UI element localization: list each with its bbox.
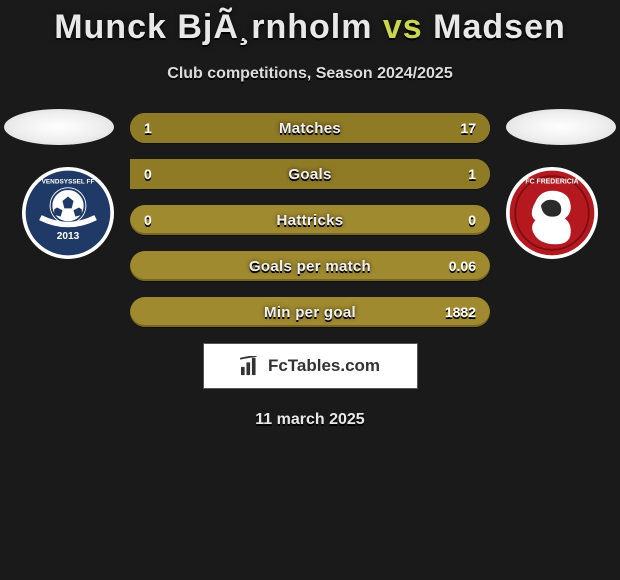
- team1-banner-oval: [4, 109, 114, 145]
- stat-row: Min per goal 1882: [130, 297, 490, 327]
- svg-text:2013: 2013: [57, 231, 80, 242]
- stat-row: 0 Hattricks 0: [130, 205, 490, 235]
- svg-text:VENDSYSSEL FF: VENDSYSSEL FF: [42, 179, 95, 186]
- stat-label: Hattricks: [130, 205, 490, 235]
- brand-text: FcTables.com: [268, 356, 380, 376]
- vendsyssel-logo-icon: 2013 VENDSYSSEL FF: [22, 167, 114, 259]
- brand-link[interactable]: FcTables.com: [203, 343, 418, 389]
- stat-value-right: 1: [454, 159, 490, 189]
- stat-value-right: 17: [446, 113, 490, 143]
- stat-row: Goals per match 0.06: [130, 251, 490, 281]
- stat-value-right: 0: [454, 205, 490, 235]
- stat-label: Matches: [130, 113, 490, 143]
- stat-bars: 1 Matches 17 0 Goals 1 0 Hattricks 0 Goa…: [130, 113, 490, 327]
- stat-row: 1 Matches 17: [130, 113, 490, 143]
- player1-name: Munck BjÃ¸rnholm: [54, 8, 372, 46]
- svg-text:FC FREDERICIA: FC FREDERICIA: [525, 179, 578, 186]
- date-line: 11 march 2025: [0, 411, 620, 429]
- team1-crest: 2013 VENDSYSSEL FF: [22, 167, 114, 259]
- player2-name: Madsen: [433, 8, 566, 46]
- page-title: Munck BjÃ¸rnholm vs Madsen: [0, 0, 620, 47]
- comparison-stage: 2013 VENDSYSSEL FF FC FREDERICIA 1 Match…: [0, 113, 620, 429]
- stat-value-right: 0.06: [435, 251, 490, 281]
- vs-text: vs: [383, 8, 423, 46]
- stat-row: 0 Goals 1: [130, 159, 490, 189]
- team2-crest: FC FREDERICIA: [506, 167, 598, 259]
- stat-value-right: 1882: [431, 297, 490, 327]
- fredericia-logo-icon: FC FREDERICIA: [506, 167, 598, 259]
- subtitle: Club competitions, Season 2024/2025: [0, 65, 620, 83]
- stat-label: Goals: [130, 159, 490, 189]
- team2-banner-oval: [506, 109, 616, 145]
- bars-chart-icon: [240, 356, 262, 376]
